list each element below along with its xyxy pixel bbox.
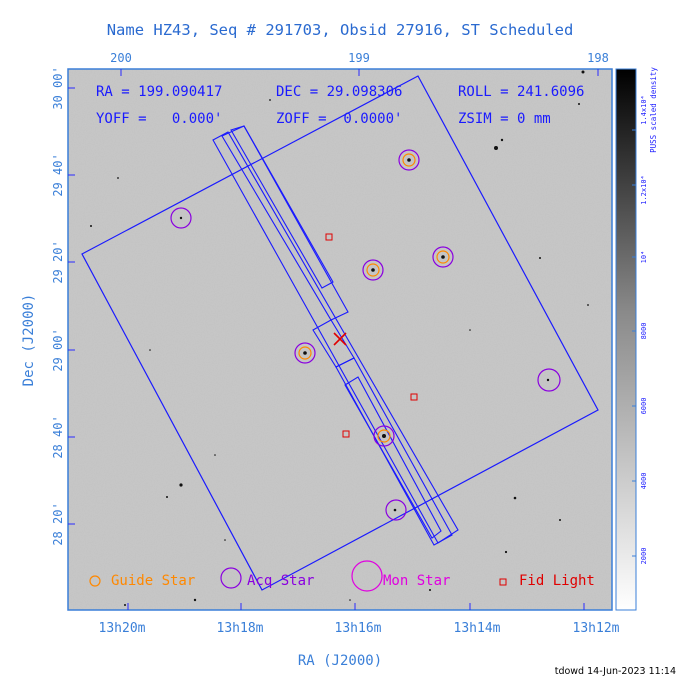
- guide-stars: [298, 153, 450, 443]
- top-tick-198: 198: [587, 51, 609, 65]
- info-ra: RA = 199.090417: [96, 84, 222, 100]
- detector-strips: [212, 125, 459, 546]
- info-roll: ROLL = 241.6096: [458, 84, 584, 100]
- acq-stars: [170, 149, 561, 521]
- axis-ticks: [68, 69, 599, 610]
- fid-light-legend-label: Fid Light: [519, 573, 595, 589]
- colorbar-tick-4000: 4000: [640, 473, 648, 490]
- dec-tick-29-00: 29 00': [51, 328, 65, 371]
- colorbar-tick-12000: 1.2x10⁴: [640, 175, 648, 205]
- guide-star-legend-label: Guide Star: [111, 573, 195, 589]
- dec-tick-28-20: 28 20': [51, 502, 65, 545]
- ra-tick-13h16m: 13h16m: [335, 621, 382, 636]
- footer-stamp: tdowd 14-Jun-2023 11:14: [555, 666, 676, 677]
- colorbar-tick-10000: 10⁴: [640, 251, 648, 264]
- guide-star-legend-icon: [89, 575, 101, 587]
- dec-tick-28-40: 28 40': [51, 415, 65, 458]
- dec-tick-29-40: 29 40': [51, 153, 65, 196]
- info-dec: DEC = 29.098306: [276, 84, 402, 100]
- ra-tick-13h18m: 13h18m: [217, 621, 264, 636]
- acq-star-legend-icon: [220, 567, 242, 589]
- chart-title: Name HZ43, Seq # 291703, Obsid 27916, ST…: [107, 21, 574, 39]
- fid-lights: [325, 233, 418, 438]
- info-zoff: ZOFF = 0.0000': [276, 111, 402, 127]
- dec-tick-29-20: 29 20': [51, 240, 65, 283]
- dec-axis-label: Dec (J2000): [21, 294, 37, 387]
- colorbar-ticks: [632, 129, 636, 557]
- acq-star-legend-label: Acq Star: [247, 573, 314, 589]
- colorbar-tick-6000: 6000: [640, 398, 648, 415]
- ra-tick-13h12m: 13h12m: [573, 621, 620, 636]
- colorbar-label: PUSS scaled density: [649, 67, 658, 153]
- field-of-view-outline: [81, 75, 599, 591]
- info-zsim: ZSIM = 0 mm: [458, 111, 551, 127]
- top-tick-199: 199: [348, 51, 370, 65]
- dec-tick-30-00: 30 00': [51, 66, 65, 109]
- top-tick-200: 200: [110, 51, 132, 65]
- target-x-marker: [333, 332, 347, 346]
- info-yoff: YOFF = 0.000': [96, 111, 222, 127]
- ra-tick-13h14m: 13h14m: [454, 621, 501, 636]
- colorbar-tick-14000: 1.4x10⁴: [640, 95, 648, 125]
- colorbar-gradient: [615, 68, 637, 611]
- mon-star-legend-icon: [351, 560, 383, 592]
- colorbar-tick-8000: 8000: [640, 323, 648, 340]
- mon-star-legend-label: Mon Star: [383, 573, 450, 589]
- ra-axis-label: RA (J2000): [298, 653, 382, 669]
- colorbar-tick-2000: 2000: [640, 548, 648, 565]
- ra-tick-13h20m: 13h20m: [99, 621, 146, 636]
- fid-light-legend-icon: [499, 578, 507, 586]
